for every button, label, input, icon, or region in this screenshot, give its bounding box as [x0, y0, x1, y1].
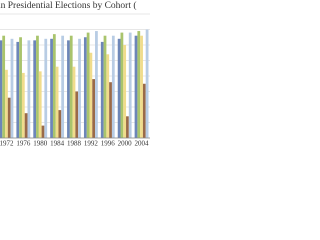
bar	[75, 91, 79, 138]
bar	[61, 35, 65, 139]
x-tick-label: 2000	[118, 140, 133, 148]
x-tick-label: 1976	[16, 140, 31, 148]
bar	[120, 32, 124, 138]
x-tick-label: 1992	[84, 140, 99, 148]
bar	[83, 37, 87, 138]
chart: in Presidential Elections by Cohort ( 01…	[0, 0, 150, 148]
bar	[145, 29, 149, 138]
page: {"chart_data": {"type": "bar", "title": …	[0, 0, 150, 150]
bar	[106, 54, 110, 138]
bar	[55, 66, 59, 138]
bar	[117, 38, 121, 138]
bar	[67, 40, 70, 138]
bar	[103, 35, 107, 139]
bar	[2, 35, 6, 139]
x-tick-label: 2004	[135, 140, 150, 148]
bar	[123, 45, 127, 138]
x-tick-label: 1988	[67, 140, 82, 148]
bar	[52, 34, 56, 138]
bar	[86, 32, 90, 138]
bar	[134, 35, 138, 139]
bar	[36, 35, 39, 139]
bar	[128, 32, 132, 138]
bar	[95, 31, 98, 138]
bar	[142, 83, 146, 138]
x-tick-label: 1984	[50, 140, 65, 148]
bar	[58, 110, 62, 138]
bar	[5, 69, 8, 138]
bar	[111, 35, 115, 139]
bar	[27, 40, 31, 138]
x-tick-label: 1996	[101, 140, 116, 148]
bar	[69, 35, 73, 139]
bar	[19, 37, 22, 138]
bar	[72, 66, 76, 138]
x-tick-label: 1980	[33, 140, 48, 148]
bar	[44, 38, 48, 138]
x-tick-label: 1972	[0, 140, 14, 148]
bar	[50, 38, 53, 138]
bar	[21, 72, 25, 138]
bar	[38, 71, 42, 138]
bar	[7, 97, 11, 138]
bar	[140, 35, 143, 139]
chart-title: in Presidential Elections by Cohort (	[0, 0, 137, 11]
bar	[16, 41, 20, 138]
bar	[100, 41, 104, 138]
bar	[109, 82, 112, 138]
bar	[126, 116, 129, 138]
bar	[24, 113, 28, 138]
bar	[10, 38, 14, 138]
bar	[89, 52, 93, 138]
bar	[92, 79, 96, 138]
bar	[0, 40, 3, 138]
bar	[41, 125, 45, 138]
bar	[137, 31, 141, 138]
bar	[33, 40, 37, 138]
bar	[78, 38, 81, 138]
